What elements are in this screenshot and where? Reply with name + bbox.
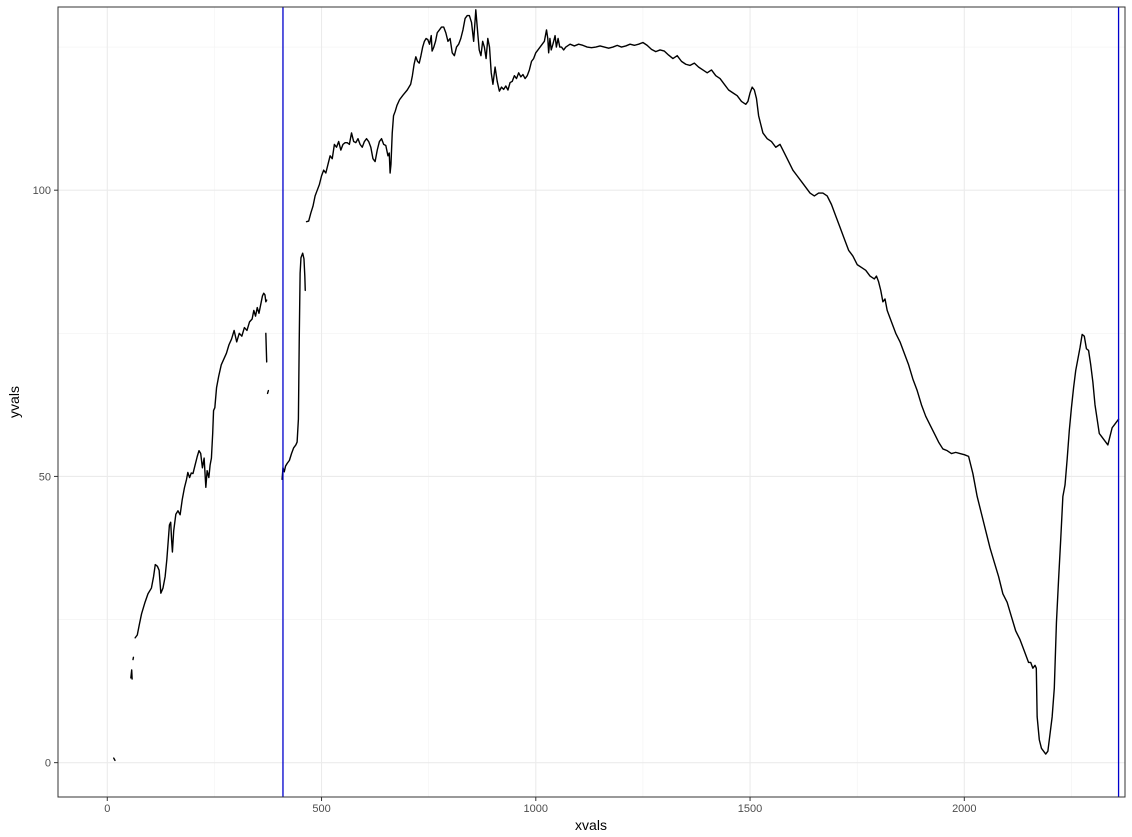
x-axis-title: xvals	[575, 817, 607, 833]
series-line-segment	[134, 292, 268, 639]
data-series	[113, 9, 1120, 762]
series-line-segment	[265, 332, 268, 363]
x-tick-label: 1000	[524, 803, 548, 815]
series-line-segment	[305, 9, 1120, 755]
series-line-segment	[266, 389, 270, 395]
x-tick-label: 1500	[738, 803, 762, 815]
series-line-segment	[130, 669, 133, 680]
y-tick-label: 50	[39, 471, 51, 483]
x-tick-label: 500	[312, 803, 330, 815]
panel-border	[57, 6, 1126, 798]
y-tick-label: 0	[45, 758, 51, 770]
major-gridlines	[58, 7, 1125, 797]
x-tick-label: 2000	[952, 803, 976, 815]
y-tick-label: 100	[33, 185, 51, 197]
y-axis-title: yvals	[6, 386, 22, 418]
reference-lines	[282, 7, 1120, 797]
x-tick-label: 0	[104, 803, 110, 815]
series-line-segment	[113, 757, 116, 762]
y-axis-ticks: 0 50 100	[33, 185, 58, 770]
series-line-segment	[281, 252, 306, 480]
x-axis-ticks: 0 500 1000 1500 2000	[104, 797, 977, 815]
